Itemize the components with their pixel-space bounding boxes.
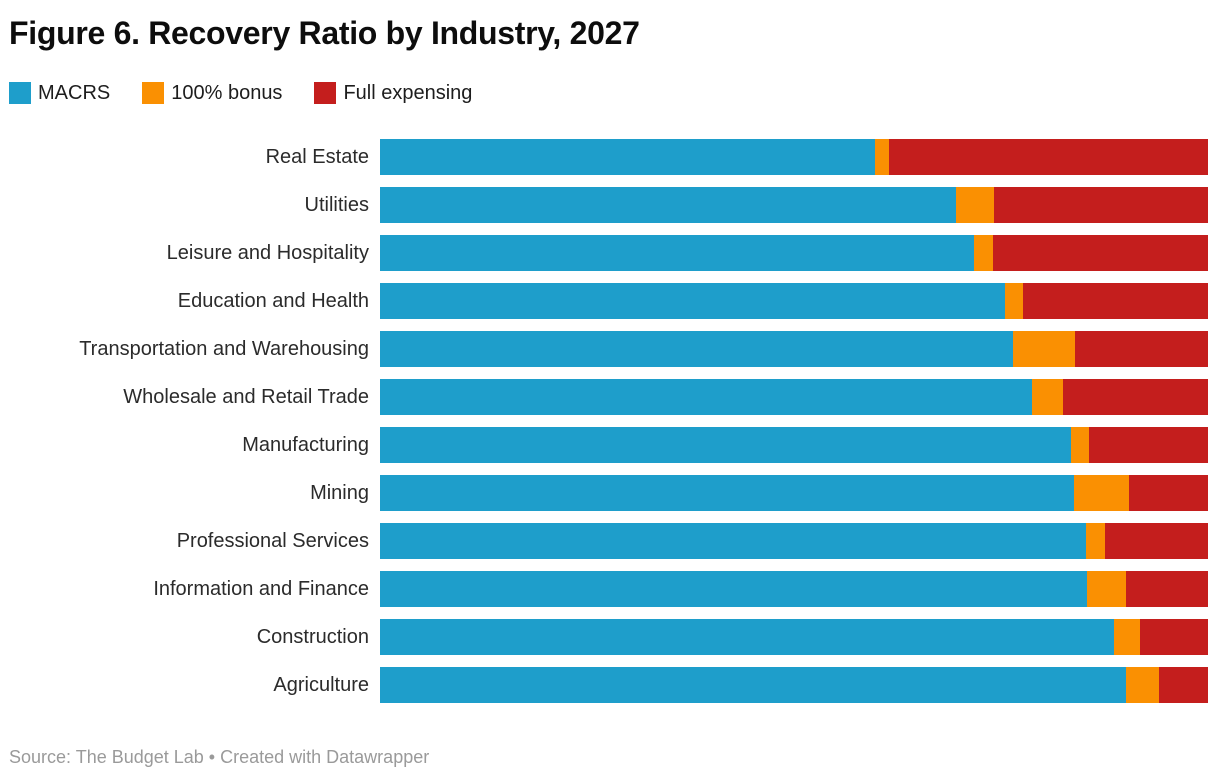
bar-segment-full-expensing[interactable] xyxy=(1063,379,1208,415)
chart-row: Utilities xyxy=(0,187,1220,223)
row-label: Utilities xyxy=(304,194,369,216)
bar-segment-full-expensing[interactable] xyxy=(994,187,1208,223)
bar-segment-macrs[interactable] xyxy=(380,187,957,223)
bar-segment-macrs[interactable] xyxy=(380,667,1127,703)
bar-segment-macrs[interactable] xyxy=(380,571,1088,607)
legend-item-macrs: MACRS xyxy=(9,81,110,105)
bar-segment-100-bonus[interactable] xyxy=(1013,331,1075,367)
legend: MACRS 100% bonus Full expensing xyxy=(9,81,1220,105)
row-label: Transportation and Warehousing xyxy=(79,338,369,360)
legend-item-full-expensing: Full expensing xyxy=(314,81,472,105)
row-label: Manufacturing xyxy=(242,434,369,456)
bar-segment-macrs[interactable] xyxy=(380,619,1115,655)
bar-segment-100-bonus[interactable] xyxy=(875,139,890,175)
bar-segment-full-expensing[interactable] xyxy=(992,235,1208,271)
source-note: Source: The Budget Lab • Created with Da… xyxy=(9,747,430,767)
bar-segment-full-expensing[interactable] xyxy=(1105,523,1208,559)
legend-label: Full expensing xyxy=(343,82,473,104)
bar-information-and-finance xyxy=(380,571,1208,607)
bar-segment-full-expensing[interactable] xyxy=(1126,571,1208,607)
legend-label: 100% bonus xyxy=(171,82,283,104)
bars-area: Real Estate Utilities Leisure and Hospital… xyxy=(0,139,1220,703)
chart-row: Real Estate xyxy=(0,139,1220,175)
row-label: Agriculture xyxy=(273,674,369,696)
bar-segment-full-expensing[interactable] xyxy=(1074,331,1208,367)
row-label: Education and Health xyxy=(177,290,369,312)
bar-leisure-and-hospitality xyxy=(380,235,1208,271)
legend-swatch-100-bonus xyxy=(142,82,165,104)
chart-row: Professional Services xyxy=(0,523,1220,559)
bar-segment-full-expensing[interactable] xyxy=(889,139,1208,175)
chart-row: Education and Health xyxy=(0,283,1220,319)
chart-row: Agriculture xyxy=(0,667,1220,703)
legend-item-100-bonus: 100% bonus xyxy=(142,81,282,105)
bar-segment-full-expensing[interactable] xyxy=(1140,619,1208,655)
row-label: Leisure and Hospitality xyxy=(166,242,369,264)
row-label: Real Estate xyxy=(265,146,369,168)
bar-mining xyxy=(380,475,1208,511)
chart-row: Leisure and Hospitality xyxy=(0,235,1220,271)
legend-swatch-full-expensing xyxy=(314,82,337,104)
row-label: Information and Finance xyxy=(153,578,369,600)
bar-segment-full-expensing[interactable] xyxy=(1023,283,1208,319)
row-label: Mining xyxy=(310,482,369,504)
bar-segment-100-bonus[interactable] xyxy=(1087,571,1127,607)
bar-segment-100-bonus[interactable] xyxy=(973,235,993,271)
bar-segment-full-expensing[interactable] xyxy=(1159,667,1208,703)
bar-segment-macrs[interactable] xyxy=(380,379,1033,415)
chart-row: Mining xyxy=(0,475,1220,511)
bar-segment-100-bonus[interactable] xyxy=(1114,619,1141,655)
bar-segment-100-bonus[interactable] xyxy=(1126,667,1160,703)
bar-transportation-and-warehousing xyxy=(380,331,1208,367)
bar-segment-macrs[interactable] xyxy=(380,283,1006,319)
bar-professional-services xyxy=(380,523,1208,559)
row-label: Construction xyxy=(256,626,369,648)
bar-agriculture xyxy=(380,667,1208,703)
bar-wholesale-and-retail-trade xyxy=(380,379,1208,415)
bar-segment-100-bonus[interactable] xyxy=(1005,283,1024,319)
chart-row: Manufacturing xyxy=(0,427,1220,463)
bar-segment-full-expensing[interactable] xyxy=(1088,427,1208,463)
row-label: Wholesale and Retail Trade xyxy=(123,386,369,408)
bar-education-and-health xyxy=(380,283,1208,319)
bar-segment-macrs[interactable] xyxy=(380,427,1071,463)
legend-swatch-macrs xyxy=(9,82,31,104)
bar-segment-100-bonus[interactable] xyxy=(1086,523,1106,559)
chart-row: Construction xyxy=(0,619,1220,655)
bar-segment-macrs[interactable] xyxy=(380,331,1014,367)
bar-real-estate xyxy=(380,139,1208,175)
bar-segment-macrs[interactable] xyxy=(380,475,1074,511)
chart-row: Wholesale and Retail Trade xyxy=(0,379,1220,415)
chart-row: Transportation and Warehousing xyxy=(0,331,1220,367)
bar-segment-full-expensing[interactable] xyxy=(1128,475,1208,511)
chart-title: Figure 6. Recovery Ratio by Industry, 20… xyxy=(9,15,640,51)
bar-segment-macrs[interactable] xyxy=(380,139,876,175)
bar-segment-100-bonus[interactable] xyxy=(1032,379,1064,415)
bar-utilities xyxy=(380,187,1208,223)
bar-segment-100-bonus[interactable] xyxy=(956,187,995,223)
legend-label: MACRS xyxy=(38,82,111,104)
bar-manufacturing xyxy=(380,427,1208,463)
bar-segment-100-bonus[interactable] xyxy=(1073,475,1129,511)
bar-segment-macrs[interactable] xyxy=(380,235,974,271)
bar-segment-macrs[interactable] xyxy=(380,523,1087,559)
bar-construction xyxy=(380,619,1208,655)
bar-segment-100-bonus[interactable] xyxy=(1070,427,1089,463)
chart-row: Information and Finance xyxy=(0,571,1220,607)
row-label: Professional Services xyxy=(176,530,369,552)
